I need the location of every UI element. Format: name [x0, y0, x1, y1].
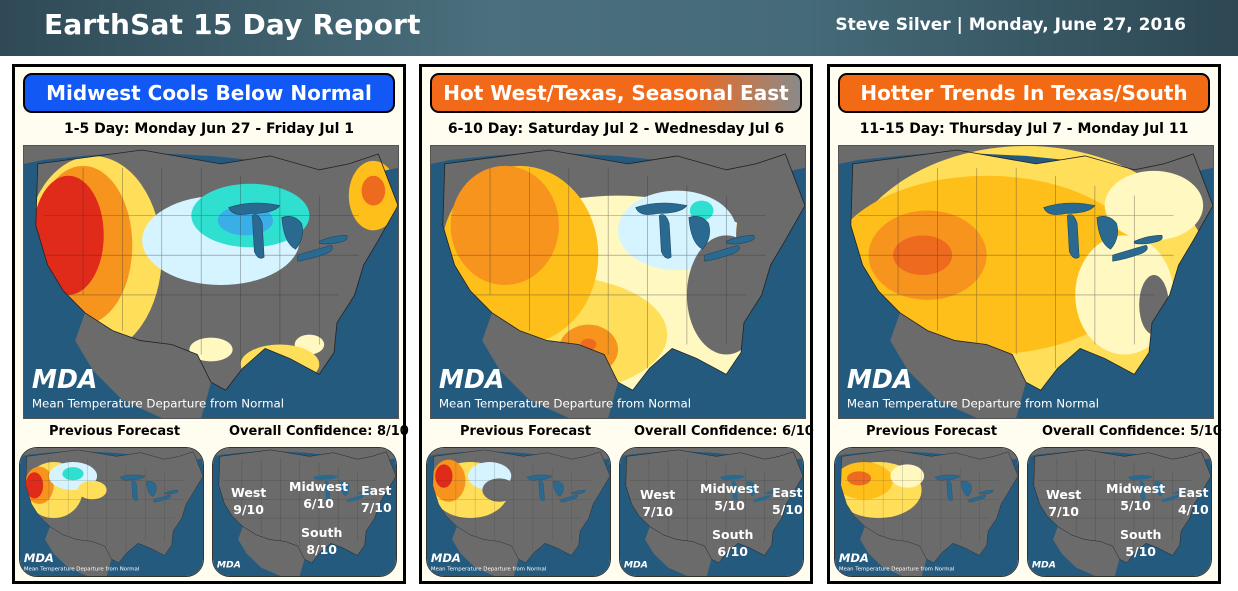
svg-text:Mean Temperature Departure fro: Mean Temperature Departure from Normal — [839, 566, 954, 572]
svg-text:MDA: MDA — [839, 551, 869, 565]
author-date: Steve Silver | Monday, June 27, 2016 — [835, 15, 1186, 35]
temperature-map-graphic: MDA Mean Temperature Departure from Norm… — [24, 146, 398, 418]
west-confidence: West 7/10 — [1046, 487, 1082, 519]
forecast-panel-6-10-day: Hot West/Texas, Seasonal East 6-10 Day: … — [419, 64, 814, 584]
east-confidence: East 7/10 — [361, 483, 392, 515]
previous-forecast-graphic: MDA Mean Temperature Departure from Norm… — [835, 448, 1018, 576]
panel-date-range: 1-5 Day: Monday Jun 27 - Friday Jul 1 — [63, 121, 354, 137]
midwest-confidence: Midwest 5/10 — [1106, 481, 1166, 513]
confidence-label: Overall Confidence: 8/10 — [229, 424, 409, 439]
previous-forecast-map: MDA Mean Temperature Departure from Norm… — [834, 447, 1019, 577]
confidence-label: Overall Confidence: 6/10 — [634, 424, 814, 439]
panel-date-range: 6-10 Day: Saturday Jul 2 - Wednesday Jul… — [447, 121, 785, 137]
panel-headline: Hotter Trends In Texas/South — [838, 73, 1210, 113]
regional-confidence-map: MDA West 7/10 Midwest 5/10 East 4/10 South 5… — [1027, 447, 1212, 577]
previous-forecast-label: Previous Forecast — [866, 424, 998, 439]
forecast-panel-11-15-day: Hotter Trends In Texas/South 11-15 Day: … — [827, 64, 1222, 584]
svg-text:MDA: MDA — [32, 365, 97, 394]
confidence-map-graphic: MDA — [1028, 448, 1211, 576]
svg-text:Mean Temperature Departure fro: Mean Temperature Departure from Normal — [24, 566, 139, 572]
regional-confidence-map: MDA West 9/10 Midwest 6/10 East 7/10 South 8… — [212, 447, 397, 577]
svg-text:MDA: MDA — [439, 365, 504, 394]
midwest-confidence: Midwest 5/10 — [700, 481, 760, 513]
west-confidence: West 9/10 — [231, 485, 267, 517]
confidence-map-graphic: MDA — [620, 448, 803, 576]
svg-text:MDA: MDA — [24, 551, 54, 565]
temperature-map-graphic: MDA Mean Temperature Departure from Norm… — [431, 146, 805, 418]
svg-text:MDA: MDA — [431, 551, 461, 565]
forecast-panel-1-5-day: Midwest Cools Below Normal 1-5 Day: Mond… — [12, 64, 409, 584]
regional-confidence-map: MDA West 7/10 Midwest 5/10 East 5/10 South 6… — [619, 447, 804, 577]
south-confidence: South 8/10 — [301, 525, 343, 557]
temperature-departure-map: MDA Mean Temperature Departure from Norm… — [430, 145, 806, 419]
svg-text:Mean Temperature Departure fro: Mean Temperature Departure from Normal — [439, 396, 691, 410]
panel-headline: Midwest Cools Below Normal — [23, 73, 395, 113]
svg-text:MDA: MDA — [624, 561, 648, 571]
svg-text:MDA: MDA — [217, 561, 241, 571]
temperature-map-graphic: MDA Mean Temperature Departure from Norm… — [839, 146, 1213, 418]
previous-forecast-graphic: MDA Mean Temperature Departure from Norm… — [20, 448, 203, 576]
previous-forecast-map: MDA Mean Temperature Departure from Norm… — [426, 447, 611, 577]
temperature-departure-map: MDA Mean Temperature Departure from Norm… — [838, 145, 1214, 419]
svg-text:MDA: MDA — [847, 365, 912, 394]
svg-text:Mean Temperature Departure fro: Mean Temperature Departure from Normal — [847, 396, 1099, 410]
confidence-map-graphic: MDA — [213, 448, 396, 576]
west-confidence: West 7/10 — [640, 487, 676, 519]
svg-text:Mean Temperature Departure fro: Mean Temperature Departure from Normal — [32, 396, 284, 410]
report-header: EarthSat 15 Day Report Steve Silver | Mo… — [0, 0, 1238, 56]
east-confidence: East 4/10 — [1178, 485, 1209, 517]
panel-date-range: 11-15 Day: Thursday Jul 7 - Monday Jul 1… — [859, 121, 1189, 137]
panel-headline: Hot West/Texas, Seasonal East — [430, 73, 802, 113]
previous-forecast-graphic: MDA Mean Temperature Departure from Norm… — [427, 448, 610, 576]
previous-forecast-label: Previous Forecast — [49, 424, 181, 439]
svg-text:MDA: MDA — [1032, 561, 1056, 571]
previous-forecast-label: Previous Forecast — [460, 424, 592, 439]
south-confidence: South 6/10 — [712, 527, 754, 559]
svg-text:Mean Temperature Departure fro: Mean Temperature Departure from Normal — [431, 566, 546, 572]
previous-forecast-map: MDA Mean Temperature Departure from Norm… — [19, 447, 204, 577]
south-confidence: South 5/10 — [1120, 527, 1162, 559]
east-confidence: East 5/10 — [772, 485, 803, 517]
report-title: EarthSat 15 Day Report — [44, 8, 421, 41]
temperature-departure-map: MDA Mean Temperature Departure from Norm… — [23, 145, 399, 419]
midwest-confidence: Midwest 6/10 — [289, 479, 349, 511]
confidence-label: Overall Confidence: 5/10 — [1042, 424, 1222, 439]
